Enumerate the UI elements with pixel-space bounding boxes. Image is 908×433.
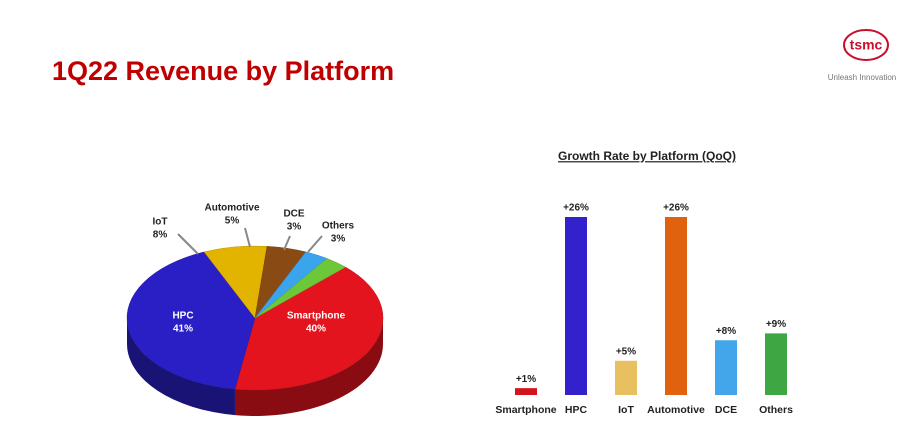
x-tick-label: IoT: [618, 404, 634, 416]
logo-mark: [843, 29, 889, 61]
pie-slice: [126, 251, 256, 390]
bar: [665, 217, 687, 395]
pie-value-label: 40%: [306, 324, 326, 335]
leader-line: [307, 235, 323, 253]
bar-value-label: +5%: [616, 346, 636, 357]
bar: [615, 360, 637, 395]
bar-title: Growth Rate by Platform (QoQ): [558, 149, 736, 163]
x-tick-label: Others: [759, 404, 793, 416]
bar-value-label: +8%: [716, 326, 736, 337]
x-tick-label: DCE: [715, 404, 737, 416]
pie-value-label: 3%: [287, 222, 302, 233]
pie-label: Automotive: [205, 203, 260, 214]
x-tick-label: HPC: [565, 404, 588, 416]
pie-chart: Smartphone 40% HPC 41% IoT 8% Automotive 5% DCE 3…: [126, 203, 384, 416]
leader-line: [177, 233, 199, 255]
pie-label: IoT: [153, 217, 168, 228]
pie-slice: [254, 258, 347, 319]
bar: [715, 340, 737, 395]
slide-title: 1Q22 Revenue by Platform: [52, 56, 394, 86]
leader-line: [283, 235, 291, 251]
pie-value-label: 41%: [173, 324, 193, 335]
pie-side: [126, 318, 235, 416]
leader-line: [244, 227, 251, 248]
logo: tsmc: [850, 37, 883, 53]
x-tick-label: Automotive: [647, 404, 705, 416]
pie-label: Smartphone: [287, 311, 346, 322]
bar: [515, 388, 537, 395]
tagline: Unleash Innovation: [828, 73, 897, 82]
pie-slice: [234, 266, 384, 391]
bar-chart: +1% Smartphone +26% HPC +5% IoT +26% Automotive…: [495, 203, 793, 416]
bar-value-label: +1%: [516, 374, 536, 385]
bar: [765, 333, 787, 395]
x-tick-label: Smartphone: [495, 404, 556, 416]
pie-side: [234, 318, 383, 416]
bar-value-label: +26%: [563, 203, 589, 214]
pie-value-label: 5%: [225, 216, 240, 227]
bar-value-label: +26%: [663, 203, 689, 214]
bar: [565, 217, 587, 395]
pie-value-label: 8%: [153, 230, 168, 241]
pie-value-label: 3%: [331, 234, 346, 245]
pie-label: Others: [322, 221, 355, 232]
bar-value-label: +9%: [766, 319, 786, 330]
pie-label: DCE: [283, 209, 304, 220]
pie-label: HPC: [172, 311, 193, 322]
